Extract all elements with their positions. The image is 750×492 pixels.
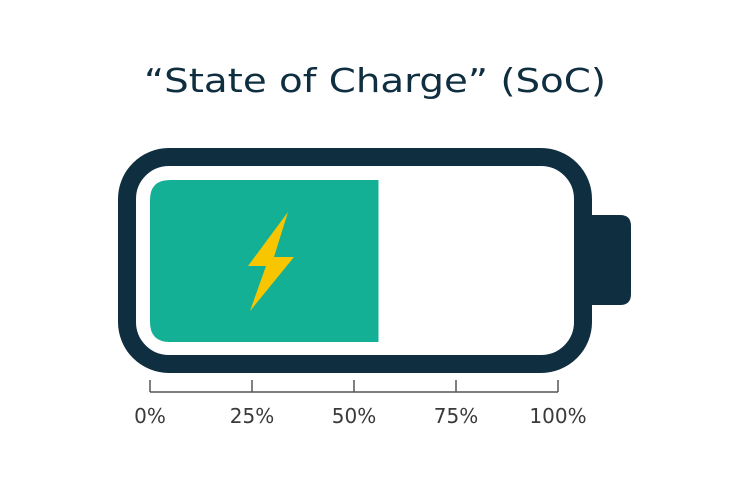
scale-tick-label: 25% [230, 404, 274, 428]
battery-terminal [592, 215, 631, 305]
diagram-title: “State of Charge” (SoC) [144, 61, 606, 100]
percentage-scale: 0% 25% 50% 75% 100% [134, 380, 587, 428]
battery [118, 148, 631, 373]
scale-tick-label: 0% [134, 404, 166, 428]
lightning-bolt-icon [248, 212, 294, 311]
battery-outline [118, 148, 592, 373]
scale-tick-label: 100% [529, 404, 586, 428]
scale-tick-label: 50% [332, 404, 376, 428]
scale-tick-label: 75% [434, 404, 478, 428]
